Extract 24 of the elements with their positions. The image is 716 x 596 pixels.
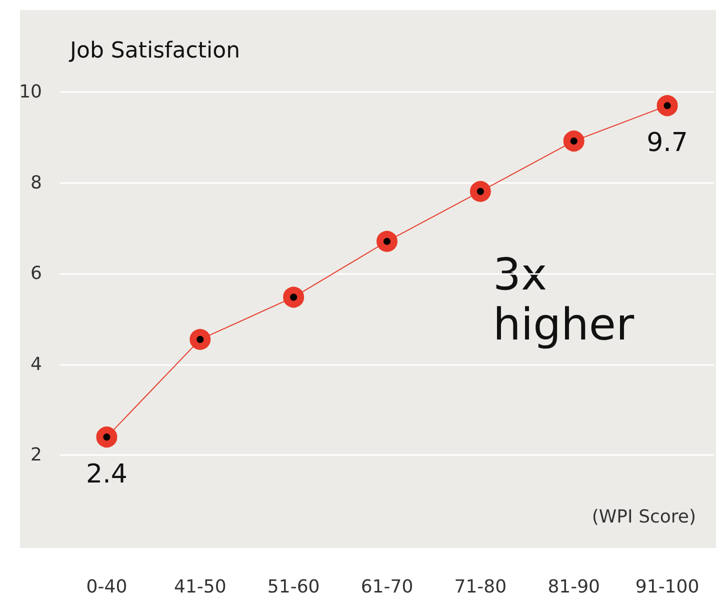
x-axis-title: (WPI Score)	[592, 506, 696, 528]
y-axis-title: Job Satisfaction	[68, 38, 240, 64]
point	[376, 230, 398, 252]
point	[656, 95, 678, 116]
x-tick-label: 91-100	[635, 576, 700, 596]
y-tick-label: 4	[30, 354, 42, 375]
x-tick-label: 51-60	[267, 576, 320, 596]
x-tick-label: 81-90	[548, 576, 600, 596]
data-label: 2.4	[86, 460, 128, 490]
point	[563, 130, 584, 152]
data-label: 9.7	[646, 128, 688, 158]
x-tick-label: 41-50	[174, 576, 226, 596]
point	[96, 426, 118, 448]
y-tick-label: 8	[30, 172, 42, 194]
point	[190, 328, 211, 350]
point	[470, 180, 491, 202]
point	[283, 286, 304, 308]
annotation: 3x higher	[493, 250, 635, 350]
x-tick-label: 61-70	[360, 576, 414, 596]
x-tick-label: 0-40	[86, 576, 128, 596]
x-tick-label: 71-80	[454, 576, 507, 596]
y-tick-label: 2	[30, 444, 42, 466]
y-tick-label: 10	[19, 82, 42, 102]
y-tick-label: 6	[30, 263, 42, 284]
